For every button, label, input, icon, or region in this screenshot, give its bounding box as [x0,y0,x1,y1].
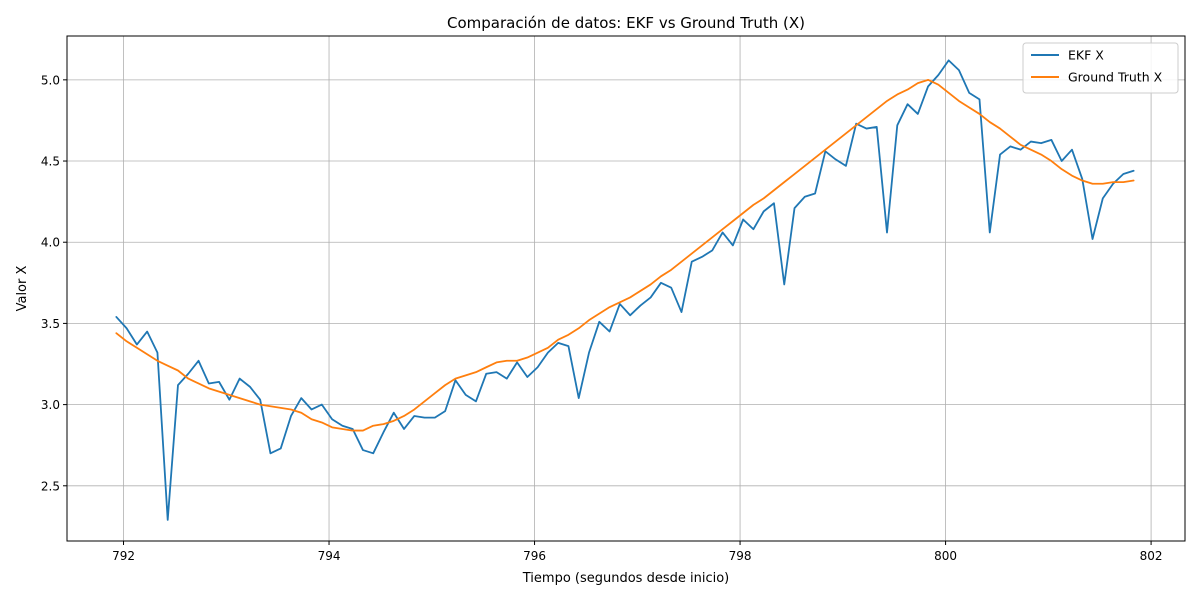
x-tick-label: 802 [1140,549,1163,563]
legend-label-ground-truth: Ground Truth X [1068,70,1163,85]
x-tick-label: 792 [112,549,135,563]
x-tick-label: 796 [523,549,546,563]
chart-title: Comparación de datos: EKF vs Ground Trut… [447,14,805,32]
y-tick-label: 3.0 [41,398,60,412]
series-line-ground-truth [115,78,1135,432]
x-tick-label: 794 [318,549,341,563]
axis-ticks: 792 794 796 798 800 802 2.5 3.0 3.5 4.0 4.5 5.0 [41,73,1163,563]
series-lines [115,59,1135,521]
x-axis-label: Tiempo (segundos desde inicio) [522,571,730,586]
series-line-ekf [115,59,1135,521]
y-tick-label: 4.0 [41,236,60,250]
plot-frame [66,35,1186,542]
y-axis-label: Valor X [15,266,30,312]
y-tick-label: 3.5 [41,317,60,331]
legend-label-ekf: EKF X [1068,48,1104,63]
y-tick-label: 4.5 [41,155,60,169]
legend-box [1022,42,1179,94]
x-tick-label: 800 [934,549,957,563]
y-tick-label: 2.5 [41,479,60,493]
x-tick-label: 798 [729,549,752,563]
grid [67,36,1185,541]
legend: EKF X Ground Truth X [1022,42,1179,94]
y-tick-label: 5.0 [41,73,60,87]
